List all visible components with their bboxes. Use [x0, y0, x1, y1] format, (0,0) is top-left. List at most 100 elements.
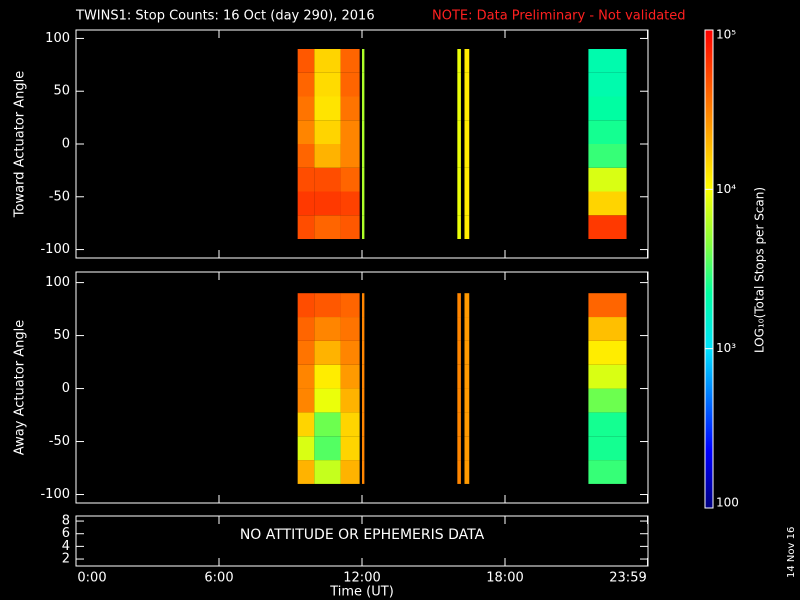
- heatmap-cell: [340, 144, 360, 168]
- heatmap-cell: [588, 72, 627, 97]
- heatmap-cell: [340, 49, 360, 73]
- y-tick-label: 2: [62, 552, 70, 567]
- heatmap-cell: [340, 388, 360, 413]
- heatmap-cell: [457, 340, 461, 365]
- heatmap-cell: [362, 191, 365, 216]
- heatmap-cell: [362, 388, 365, 413]
- heatmap-cell: [297, 144, 315, 168]
- heatmap-cell: [362, 96, 365, 121]
- heatmap-cell: [464, 215, 470, 239]
- heatmap-cell: [340, 436, 360, 461]
- heatmap-cell: [297, 49, 315, 73]
- y-tick-label: -100: [40, 242, 70, 257]
- heatmap-cell: [340, 340, 360, 365]
- heatmap-cell: [464, 436, 470, 461]
- heatmap-cell: [457, 215, 461, 239]
- heatmap-cell: [297, 388, 315, 413]
- heatmap-cell: [457, 120, 461, 144]
- colorbar: [704, 29, 714, 509]
- heatmap-cell: [314, 215, 341, 239]
- heatmap-cell: [588, 96, 627, 121]
- heatmap-cell: [588, 460, 627, 484]
- heatmap-cell: [464, 340, 470, 365]
- heatmap-cell: [362, 412, 365, 437]
- heatmap-cell: [297, 317, 315, 341]
- x-tick-label: 18:00: [486, 571, 523, 586]
- colorbar-tick-label: 10⁴: [716, 182, 736, 196]
- heatmap-cell: [297, 72, 315, 97]
- heatmap-cell: [297, 436, 315, 461]
- heatmap-cell: [588, 215, 627, 239]
- heatmap-cell: [314, 317, 341, 341]
- heatmap-cell: [340, 364, 360, 389]
- y-tick-label: 0: [62, 137, 70, 152]
- heatmap-cell: [588, 293, 627, 318]
- heatmap-cell: [340, 412, 360, 437]
- heatmap-cell: [314, 144, 341, 168]
- heatmap-cell: [340, 317, 360, 341]
- heatmap-cell: [297, 460, 315, 484]
- heatmap-cell: [457, 364, 461, 389]
- y-tick-label: -50: [49, 189, 70, 204]
- heatmap-cell: [314, 293, 341, 318]
- heatmap-cell: [457, 191, 461, 216]
- heatmap-cell: [464, 317, 470, 341]
- heatmap-cell: [464, 49, 470, 73]
- heatmap-cell: [588, 120, 627, 144]
- heatmap-cell: [464, 120, 470, 144]
- heatmap-cell: [464, 388, 470, 413]
- heatmap-cell: [297, 120, 315, 144]
- heatmap-cell: [362, 167, 365, 192]
- heatmap-cell: [588, 388, 627, 413]
- heatmap-cell: [588, 340, 627, 365]
- heatmap-cell: [457, 167, 461, 192]
- heatmap-cell: [588, 191, 627, 216]
- heatmap-cell: [297, 96, 315, 121]
- heatmap-cell: [362, 120, 365, 144]
- y-tick-label: 6: [62, 526, 70, 541]
- heatmap-cell: [340, 96, 360, 121]
- heatmap-cell: [464, 96, 470, 121]
- heatmap-cell: [457, 72, 461, 97]
- x-tick-label: 23:59: [609, 571, 646, 586]
- heatmap-cell: [457, 436, 461, 461]
- heatmap-cell: [362, 436, 365, 461]
- heatmap-cell: [362, 317, 365, 341]
- heatmap-cell: [314, 388, 341, 413]
- heatmap-cell: [314, 96, 341, 121]
- date-stamp: 14 Nov 16: [786, 527, 797, 578]
- heatmap-cell: [314, 412, 341, 437]
- heatmap-cell: [297, 191, 315, 216]
- heatmap-cell: [340, 460, 360, 484]
- heatmap-cell: [457, 144, 461, 168]
- colorbar-tick-label: 10⁵: [716, 28, 736, 42]
- heatmap-cell: [588, 317, 627, 341]
- heatmap-cell: [314, 49, 341, 73]
- heatmap-cell: [297, 167, 315, 192]
- heatmap-cell: [340, 293, 360, 318]
- heatmap-cell: [314, 436, 341, 461]
- heatmap-cell: [362, 340, 365, 365]
- y-tick-label: 50: [53, 84, 70, 99]
- heatmap-cell: [588, 49, 627, 73]
- heatmap-cell: [588, 144, 627, 168]
- heatmap-cell: [314, 191, 341, 216]
- heatmap-cell: [297, 293, 315, 318]
- heatmap-cell: [297, 364, 315, 389]
- heatmap-cell: [362, 460, 365, 484]
- note: NOTE: Data Preliminary - Not validated: [432, 9, 686, 24]
- heatmap-cell: [314, 364, 341, 389]
- x-tick-label: 6:00: [204, 571, 233, 586]
- y-tick-label: 100: [45, 31, 70, 46]
- heatmap-cell: [457, 96, 461, 121]
- heatmap-cell: [340, 191, 360, 216]
- x-tick-label: 12:00: [343, 571, 380, 586]
- heatmap-cell: [362, 293, 365, 318]
- heatmap-cell: [362, 144, 365, 168]
- heatmap-cell: [362, 364, 365, 389]
- x-tick-label: 0:00: [77, 571, 106, 586]
- heatmap-cell: [297, 215, 315, 239]
- colorbar-tick-label: 100: [716, 496, 739, 510]
